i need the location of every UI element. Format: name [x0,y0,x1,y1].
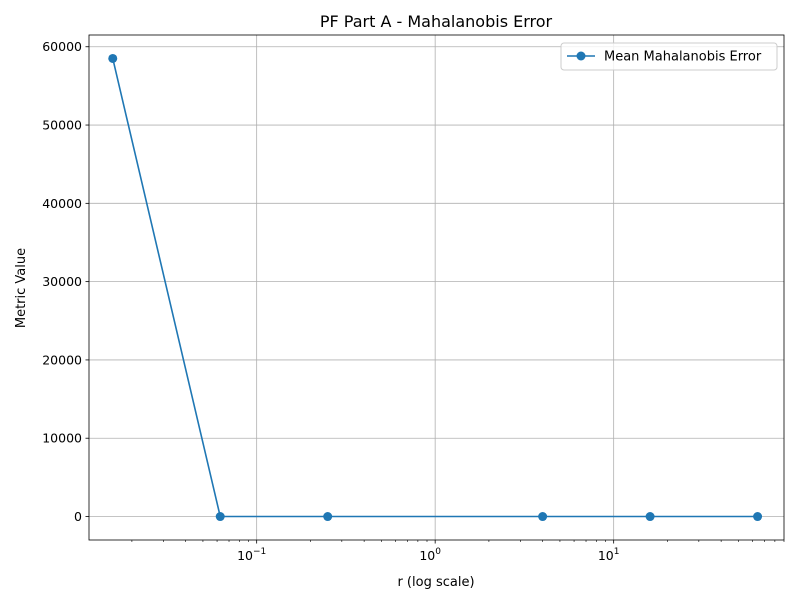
y-tick-label: 30000 [42,274,82,289]
legend-label: Mean Mahalanobis Error [604,50,762,65]
legend: Mean Mahalanobis Error [560,42,778,71]
legend-box [560,42,778,71]
y-tick-label: 50000 [42,118,82,133]
plot-frame [88,34,785,541]
y-tick-label: 20000 [42,352,82,367]
y-tick-label: 0 [74,509,82,524]
chart-title: PF Part A - Mahalanobis Error [320,12,553,31]
data-point [645,512,655,522]
x-axis-label: r (log scale) [397,575,474,590]
data-point [538,512,548,522]
y-tick-label: 10000 [42,431,82,446]
y-tick-label: 40000 [42,196,82,211]
y-axis-label: Metric Value [14,248,29,328]
series-layer [108,53,763,522]
data-point [753,512,763,522]
data-point [108,53,118,63]
data-point [215,512,225,522]
y-tick-label: 60000 [42,39,82,54]
data-point [323,512,333,522]
legend-marker-swatch [576,51,586,61]
series-line [111,58,758,518]
